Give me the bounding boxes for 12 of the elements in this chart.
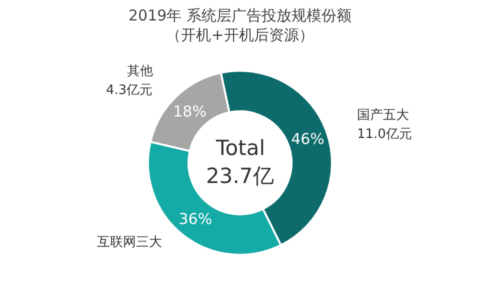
text: 23.7亿 (206, 164, 274, 188)
text: 4.3亿元 (106, 83, 153, 98)
data-label: 18% (173, 102, 206, 121)
text: 11.0亿元 (357, 127, 412, 142)
data-label: 36% (178, 210, 212, 228)
chart-title: 2019年 系统层广告投放规模份额 (128, 6, 352, 24)
chart-subtitle: （开机+开机后资源） (166, 26, 314, 44)
slice-label: 互联网三大 (97, 235, 162, 250)
slice-label: 其他 (127, 64, 153, 79)
text: Total (215, 136, 266, 160)
slice-label: 国产五大 (357, 108, 409, 123)
data-label: 46% (291, 130, 324, 148)
